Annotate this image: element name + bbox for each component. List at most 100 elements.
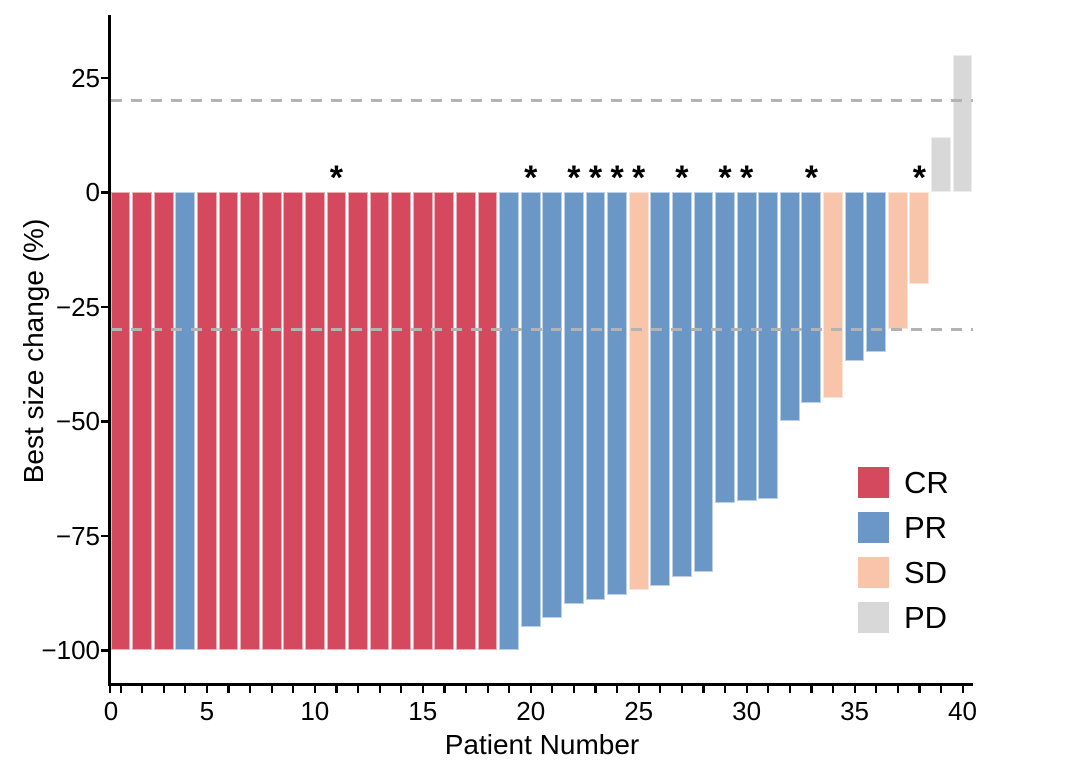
x-tick-35 — [853, 686, 856, 693]
legend-item-PR: PR — [858, 512, 949, 543]
legend-swatch-CR — [858, 467, 889, 498]
bar-patient-24 — [607, 192, 627, 596]
asterisk-marker-patient-29: * — [718, 159, 732, 197]
x-tick-17 — [464, 686, 468, 693]
x-tick-22 — [572, 686, 576, 693]
x-tick-13 — [378, 686, 381, 693]
y-tick-−25 — [101, 305, 108, 308]
x-tick-39 — [939, 686, 943, 693]
bar-patient-30 — [736, 192, 757, 502]
y-tick-label-25: 25 — [71, 62, 100, 93]
x-tick-2 — [141, 686, 144, 693]
x-tick-label-35: 35 — [840, 696, 869, 726]
x-tick-24 — [616, 686, 619, 693]
x-tick-14 — [400, 686, 403, 693]
x-tick-36 — [875, 686, 878, 693]
x-tick-label-20: 20 — [516, 696, 546, 726]
bar-patient-1 — [110, 192, 131, 650]
bar-patient-6 — [218, 192, 239, 650]
bar-patient-39 — [931, 137, 951, 192]
x-tick-1 — [119, 686, 122, 693]
x-tick-4 — [184, 686, 187, 693]
x-tick-31 — [767, 686, 770, 693]
bar-patient-3 — [153, 192, 174, 650]
x-tick-label-40: 40 — [948, 696, 977, 726]
x-axis-line — [108, 683, 973, 686]
bar-patient-15 — [412, 192, 433, 650]
bar-patient-4 — [175, 192, 196, 650]
bar-patient-37 — [887, 192, 908, 330]
x-tick-label-0: 0 — [103, 696, 119, 726]
x-tick-40 — [961, 686, 964, 693]
x-tick-label-15: 15 — [408, 696, 438, 726]
asterisk-marker-patient-22: * — [567, 159, 581, 197]
x-tick-29 — [724, 686, 727, 693]
x-tick-9 — [292, 686, 295, 693]
bar-patient-27 — [671, 192, 692, 577]
x-tick-label-5: 5 — [199, 696, 215, 726]
y-tick-−75 — [101, 534, 108, 537]
reference-line--30 — [111, 327, 973, 331]
x-tick-5 — [205, 686, 209, 693]
bar-patient-9 — [283, 192, 304, 650]
bar-patient-23 — [585, 192, 606, 600]
asterisk-marker-patient-24: * — [610, 159, 624, 197]
x-tick-37 — [896, 686, 899, 693]
x-tick-0 — [108, 686, 111, 693]
x-tick-27 — [680, 686, 684, 693]
legend-item-PD: PD — [858, 602, 949, 633]
x-tick-38 — [918, 686, 921, 693]
x-tick-23 — [594, 686, 597, 693]
legend-swatch-PD — [858, 602, 889, 633]
x-tick-6 — [227, 686, 230, 693]
x-tick-12 — [356, 686, 360, 693]
x-tick-7 — [249, 686, 252, 693]
bar-patient-13 — [369, 192, 390, 650]
asterisk-marker-patient-30: * — [739, 159, 754, 197]
bar-patient-22 — [563, 192, 584, 605]
bar-patient-18 — [477, 192, 498, 650]
asterisk-marker-patient-11: * — [329, 159, 343, 197]
x-tick-33 — [810, 686, 813, 693]
bar-patient-34 — [823, 192, 843, 399]
legend-label-PD: PD — [904, 600, 948, 635]
x-tick-label-25: 25 — [624, 696, 654, 726]
x-tick-19 — [508, 686, 511, 693]
legend-item-CR: CR — [858, 467, 949, 498]
bar-patient-11 — [326, 192, 347, 650]
bar-patient-36 — [866, 192, 887, 353]
y-tick-25 — [101, 76, 108, 79]
bar-patient-38 — [909, 192, 930, 284]
x-tick-26 — [659, 686, 662, 693]
legend-label-SD: SD — [904, 555, 948, 590]
legend-label-CR: CR — [904, 465, 949, 500]
x-tick-21 — [551, 686, 554, 693]
bar-patient-7 — [240, 192, 260, 650]
asterisk-marker-patient-27: * — [675, 159, 689, 197]
y-tick-−50 — [101, 420, 108, 423]
bar-patient-10 — [304, 192, 325, 650]
legend-swatch-SD — [858, 557, 889, 588]
bar-patient-40 — [952, 54, 973, 192]
bar-patient-14 — [391, 192, 412, 650]
bar-patient-31 — [758, 192, 779, 499]
legend-swatch-PR — [858, 512, 889, 543]
bar-patient-35 — [844, 192, 865, 362]
bar-patient-32 — [779, 192, 800, 421]
bar-patient-29 — [715, 192, 735, 504]
y-tick-label-−75: −75 — [55, 520, 100, 551]
bar-patient-33 — [801, 192, 822, 403]
bar-patient-21 — [542, 192, 563, 618]
bar-patient-26 — [650, 192, 671, 586]
x-tick-15 — [421, 686, 424, 693]
x-tick-20 — [529, 686, 532, 693]
y-tick-label-−25: −25 — [55, 291, 100, 322]
x-axis-title: Patient Number — [444, 729, 640, 760]
bar-patient-25 — [628, 192, 649, 591]
bar-patient-12 — [348, 192, 368, 650]
y-axis-line — [108, 15, 111, 686]
legend-label-PR: PR — [904, 510, 948, 545]
y-tick-label-0: 0 — [85, 177, 100, 207]
asterisk-marker-patient-33: * — [804, 159, 818, 197]
